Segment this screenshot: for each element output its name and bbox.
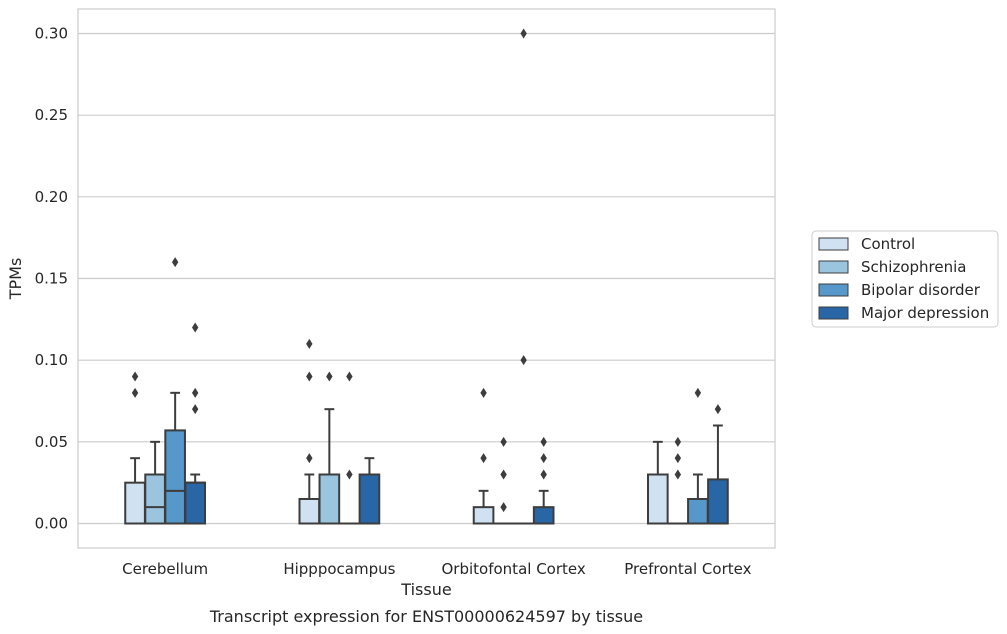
legend-label: Bipolar disorder	[861, 281, 981, 299]
outlier-point	[500, 469, 507, 480]
legend: Control Schizophrenia Bipolar disorder Majo…	[811, 230, 999, 328]
outlier-point	[480, 387, 487, 398]
outlier-point	[480, 453, 487, 464]
y-tick-label: 0.10	[35, 351, 68, 369]
box-3-1	[667, 436, 689, 525]
legend-label: Major depression	[861, 304, 989, 322]
box	[164, 429, 186, 525]
outlier-point	[674, 436, 682, 447]
y-tick-label: 0.05	[35, 433, 68, 451]
outlier-point	[306, 453, 313, 464]
x-tick-labels: Cerebellum Hipppocampus Orbitofontal Corte…	[122, 560, 751, 578]
box-3-0	[646, 440, 669, 525]
outlier-point	[306, 371, 313, 382]
outlier-point	[171, 257, 179, 268]
box	[124, 481, 146, 525]
box-0-3	[184, 322, 207, 525]
outlier-point	[520, 355, 527, 366]
outlier-point	[674, 469, 682, 480]
y-axis-label: TPMs	[6, 258, 25, 301]
legend-swatch	[818, 283, 849, 297]
box	[472, 506, 495, 525]
box-1-2	[338, 371, 361, 525]
box	[318, 473, 341, 525]
outlier-point	[326, 371, 333, 382]
outlier-point	[191, 404, 199, 415]
y-tick-label: 0.20	[35, 188, 68, 206]
box-2-3	[532, 436, 555, 525]
box-1-0	[298, 338, 321, 525]
outlier-point	[346, 371, 353, 382]
x-axis-label: Tissue	[400, 580, 451, 599]
box-3-3	[707, 404, 729, 525]
outlier-point	[540, 469, 547, 480]
figure-caption: Transcript expression for ENST0000062459…	[209, 607, 643, 626]
outlier-point	[131, 371, 139, 382]
y-tick-label: 0.15	[35, 270, 68, 288]
outlier-point	[500, 436, 507, 447]
outlier-point	[346, 469, 353, 480]
x-tick-label: Hipppocampus	[283, 560, 395, 578]
x-tick-label: Cerebellum	[122, 560, 208, 578]
grid-lines	[78, 32, 775, 525]
box	[532, 506, 555, 525]
box	[144, 473, 166, 525]
box	[298, 498, 321, 525]
box	[358, 473, 381, 525]
y-tick-label: 0.00	[35, 515, 68, 533]
outlier-point	[674, 453, 682, 464]
legend-label: Control	[861, 235, 915, 253]
legend-swatch	[818, 306, 849, 320]
outlier-point	[191, 322, 199, 333]
y-tick-label: 0.25	[35, 106, 68, 124]
outlier-point	[540, 453, 547, 464]
outlier-point	[500, 502, 507, 513]
outlier-point	[131, 387, 139, 398]
legend-swatch	[818, 260, 849, 274]
boxes	[124, 28, 729, 525]
legend-label: Schizophrenia	[861, 258, 966, 276]
box-2-0	[472, 387, 495, 525]
outlier-point	[306, 338, 313, 349]
box-0-0	[124, 371, 146, 525]
outlier-point	[714, 404, 722, 415]
box	[646, 473, 669, 525]
outlier-point	[520, 28, 527, 39]
box-1-1	[318, 371, 341, 525]
box	[707, 478, 729, 525]
y-tick-labels: 0.00 0.05 0.10 0.15 0.20 0.25 0.30	[35, 25, 68, 533]
box-0-1	[144, 440, 166, 525]
outlier-point	[694, 387, 702, 398]
x-tick-label: Orbitofontal Cortex	[442, 560, 586, 578]
box-1-3	[358, 457, 381, 525]
y-tick-label: 0.30	[35, 25, 68, 43]
outlier-point	[191, 387, 199, 398]
box-3-2	[687, 387, 709, 525]
legend-frame	[811, 230, 999, 328]
outlier-point	[540, 436, 547, 447]
box-0-2	[164, 257, 186, 525]
box	[184, 481, 207, 525]
box-2-1	[492, 436, 515, 525]
plot-frame	[77, 8, 776, 549]
legend-swatch	[818, 237, 849, 251]
x-tick-label: Prefrontal Cortex	[624, 560, 751, 578]
box	[687, 498, 709, 525]
box-2-2	[512, 28, 535, 525]
